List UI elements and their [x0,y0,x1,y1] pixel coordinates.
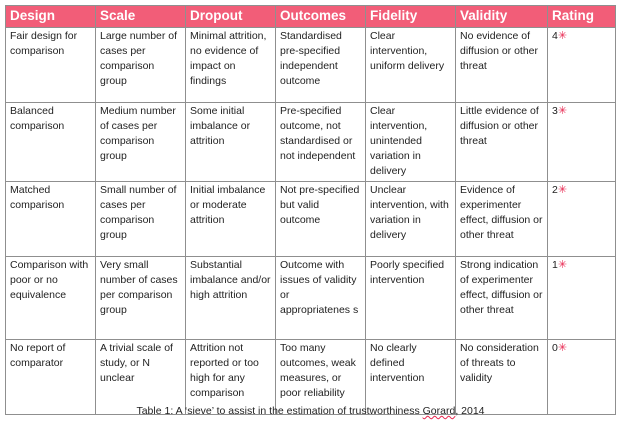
cell-dropout: Substantial imbalance and/or high attrit… [185,256,276,340]
table-row: Balanced comparison Medium number of cas… [5,102,616,182]
cell-validity: Strong indication of experimenter effect… [455,256,548,340]
rating-value: 0 [552,342,558,354]
sieve-table: Design Scale Dropout Outcomes Fidelity V… [5,5,616,415]
cell-fidelity: Unclear intervention, with variation in … [365,181,456,257]
cell-outcomes: Standardised pre-specified independent o… [275,27,366,103]
cell-validity: No consideration of threats to validity [455,339,548,415]
cell-design: No report of comparator [5,339,96,415]
cell-outcomes: Pre-specified outcome, not standardised … [275,102,366,182]
header-design: Design [5,5,96,28]
table-row: Comparison with poor or no equivalence V… [5,256,616,340]
sieve-table-container: Design Scale Dropout Outcomes Fidelity V… [5,5,616,415]
cell-fidelity: Clear intervention, uniform delivery [365,27,456,103]
cell-design: Fair design for comparison [5,27,96,103]
table-caption: Table 1: A ‘sieve’ to assist in the esti… [0,405,621,417]
table-row: Fair design for comparison Large number … [5,27,616,103]
cell-scale: A trivial scale of study, or N unclear [95,339,186,415]
table-row: Matched comparison Small number of cases… [5,181,616,257]
cell-dropout: Some initial imbalance or attrition [185,102,276,182]
header-rating: Rating [547,5,616,28]
star-icon: ✳ [557,342,568,354]
header-fidelity: Fidelity [365,5,456,28]
header-outcomes: Outcomes [275,5,366,28]
cell-design: Matched comparison [5,181,96,257]
cell-fidelity: Poorly specified intervention [365,256,456,340]
cell-scale: Small number of cases per comparison gro… [95,181,186,257]
star-icon: ✳ [557,184,568,196]
header-scale: Scale [95,5,186,28]
rating-value: 2 [552,184,558,196]
header-dropout: Dropout [185,5,276,28]
rating-value: 3 [552,105,558,117]
cell-validity: Evidence of experimenter effect, diffusi… [455,181,548,257]
cell-outcomes: Not pre-specified but valid outcome [275,181,366,257]
cell-rating: 4✳ [547,27,616,103]
rating-value: 1 [552,259,558,271]
cell-rating: 0✳ [547,339,616,415]
cell-design: Comparison with poor or no equivalence [5,256,96,340]
cell-scale: Very small number of cases per compariso… [95,256,186,340]
star-icon: ✳ [557,259,568,271]
cell-fidelity: No clearly defined intervention [365,339,456,415]
star-icon: ✳ [557,30,568,42]
cell-scale: Large number of cases per comparison gro… [95,27,186,103]
cell-outcomes: Outcome with issues of validity or appro… [275,256,366,340]
caption-main: Table 1: A ‘sieve’ to assist in the esti… [136,405,420,417]
cell-outcomes: Too many outcomes, weak measures, or poo… [275,339,366,415]
header-row: Design Scale Dropout Outcomes Fidelity V… [5,5,616,28]
caption-year: , 2014 [455,405,485,417]
cell-validity: No evidence of diffusion or other threat [455,27,548,103]
cell-dropout: Attrition not reported or too high for a… [185,339,276,415]
cell-fidelity: Clear intervention, unintended variation… [365,102,456,182]
cell-dropout: Minimal attrition, no evidence of impact… [185,27,276,103]
cell-dropout: Initial imbalance or moderate attrition [185,181,276,257]
cell-scale: Medium number of cases per comparison gr… [95,102,186,182]
cell-rating: 3✳ [547,102,616,182]
rating-value: 4 [552,30,558,42]
cell-validity: Little evidence of diffusion or other th… [455,102,548,182]
caption-author: Gorard [422,405,456,417]
table-row: No report of comparator A trivial scale … [5,339,616,415]
cell-design: Balanced comparison [5,102,96,182]
cell-rating: 2✳ [547,181,616,257]
header-validity: Validity [455,5,548,28]
cell-rating: 1✳ [547,256,616,340]
star-icon: ✳ [557,105,568,117]
